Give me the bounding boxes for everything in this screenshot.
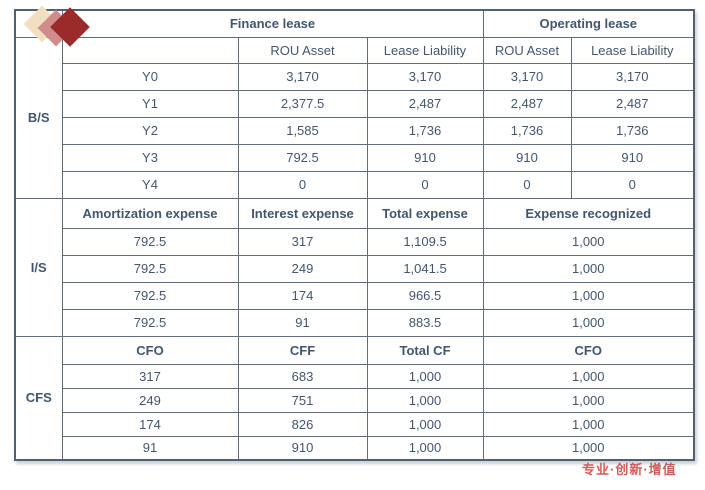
cell-value: 1,736	[366, 116, 484, 145]
year-label: Y3	[61, 143, 239, 172]
table-row: 792.5 317 1,109.5 1,000	[15, 227, 695, 256]
cell-value: 910	[570, 143, 695, 172]
cfs-col-header: Total CF	[366, 335, 484, 365]
cell-value: 1,000	[482, 254, 695, 283]
cell-value: 1,736	[482, 116, 572, 145]
table-row: Y3 792.5 910 910 910	[15, 143, 695, 172]
cell-value: 0	[482, 170, 572, 199]
cell-value: 883.5	[366, 308, 484, 337]
cell-value: 792.5	[237, 143, 368, 172]
cell-value: 2,487	[570, 89, 695, 118]
cell-value: 1,000	[482, 435, 695, 461]
cell-value: 3,170	[570, 62, 695, 91]
finance-lease-header: Finance lease	[61, 9, 484, 38]
cell-value: 1,000	[482, 308, 695, 337]
is-col-header: Expense recognized	[482, 197, 695, 229]
cell-value: 3,170	[366, 62, 484, 91]
cell-value: 792.5	[61, 281, 239, 310]
cell-value: 1,000	[482, 411, 695, 437]
cell-value: 1,000	[366, 411, 484, 437]
cell-value: 2,487	[482, 89, 572, 118]
cell-value: 91	[61, 435, 239, 461]
cell-value: 1,000	[366, 387, 484, 413]
bs-col-header: Lease Liability	[570, 36, 695, 64]
cell-value: 2,377.5	[237, 89, 368, 118]
cell-value: 826	[237, 411, 368, 437]
header-row-is-columns: I/S Amortization expense Interest expens…	[14, 197, 695, 337]
cell-value: 1,736	[570, 116, 695, 145]
table-row: 792.5 249 1,041.5 1,000	[15, 254, 695, 283]
cell-value: 0	[570, 170, 695, 199]
section-label-bs: B/S	[14, 36, 63, 199]
table-row: Y1 2,377.5 2,487 2,487 2,487	[15, 89, 695, 118]
table-row: 317 683 1,000 1,000	[15, 363, 695, 389]
section-label-cfs: CFS	[14, 335, 63, 461]
header-row-cfs-columns: CFS CFO CFF Total CF CFO	[14, 335, 695, 461]
cell-value: 174	[237, 281, 368, 310]
year-label: Y4	[61, 170, 239, 199]
cell-value: 1,000	[366, 435, 484, 461]
year-label: Y2	[61, 116, 239, 145]
is-col-header: Amortization expense	[61, 197, 239, 229]
cell-value: 792.5	[61, 254, 239, 283]
header-row-bs-columns: B/S ROU Asset Lease Liability ROU Asset …	[14, 36, 695, 199]
cell-value: 1,000	[482, 363, 695, 389]
is-col-header: Interest expense	[237, 197, 368, 229]
cell-value: 1,109.5	[366, 227, 484, 256]
cell-value: 792.5	[61, 227, 239, 256]
cell-value: 0	[366, 170, 484, 199]
cell-value: 317	[237, 227, 368, 256]
year-label: Y0	[61, 62, 239, 91]
table-row: Y4 0 0 0 0	[15, 170, 695, 199]
lease-comparison-table: Finance lease Operating lease B/S ROU As…	[14, 9, 696, 461]
is-col-header: Total expense	[366, 197, 484, 229]
cell-value: 792.5	[61, 308, 239, 337]
operating-lease-header: Operating lease	[482, 9, 695, 38]
cfs-col-header: CFO	[482, 335, 695, 365]
cell-value: 910	[237, 435, 368, 461]
cell-value: 3,170	[482, 62, 572, 91]
table-row: 792.5 91 883.5 1,000	[15, 308, 695, 337]
cfs-col-header: CFF	[237, 335, 368, 365]
table-row: 91 910 1,000 1,000	[15, 435, 695, 461]
cell-value: 683	[237, 363, 368, 389]
cell-value: 3,170	[237, 62, 368, 91]
cell-value: 1,000	[482, 281, 695, 310]
cell-value: 174	[61, 411, 239, 437]
logo	[0, 0, 100, 60]
bs-col-header: Lease Liability	[366, 36, 484, 64]
table-row: 249 751 1,000 1,000	[15, 387, 695, 413]
cell-value: 910	[366, 143, 484, 172]
table-row: 792.5 174 966.5 1,000	[15, 281, 695, 310]
cfs-col-header: CFO	[61, 335, 239, 365]
cell-value: 91	[237, 308, 368, 337]
section-label-is: I/S	[14, 197, 63, 337]
header-row-lease-type: Finance lease Operating lease	[14, 9, 695, 38]
bs-col-header: ROU Asset	[482, 36, 572, 64]
cell-value: 249	[61, 387, 239, 413]
cell-value: 317	[61, 363, 239, 389]
cell-value: 966.5	[366, 281, 484, 310]
cell-value: 1,000	[366, 363, 484, 389]
year-label: Y1	[61, 89, 239, 118]
cell-value: 1,585	[237, 116, 368, 145]
cell-value: 0	[237, 170, 368, 199]
cell-value: 1,000	[482, 387, 695, 413]
cell-value: 249	[237, 254, 368, 283]
cell-value: 751	[237, 387, 368, 413]
cell-value: 910	[482, 143, 572, 172]
bs-col-header: ROU Asset	[237, 36, 368, 64]
table-row: 174 826 1,000 1,000	[15, 411, 695, 437]
cell-value: 1,000	[482, 227, 695, 256]
cell-value: 1,041.5	[366, 254, 484, 283]
table-row: Y0 3,170 3,170 3,170 3,170	[15, 62, 695, 91]
cell-value: 2,487	[366, 89, 484, 118]
watermark-text: 专业·创新·增值	[582, 462, 677, 477]
table-row: Y2 1,585 1,736 1,736 1,736	[15, 116, 695, 145]
